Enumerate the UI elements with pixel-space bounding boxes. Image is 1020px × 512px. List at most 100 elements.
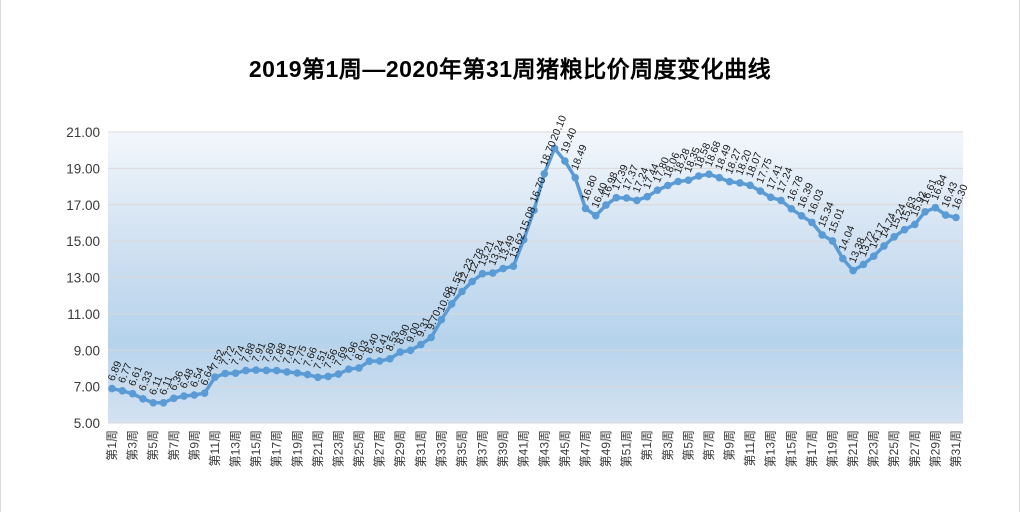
x-tick-label: 第7周	[702, 430, 716, 461]
data-point-marker	[386, 355, 394, 363]
data-point-marker	[705, 170, 713, 178]
data-point-marker	[612, 193, 621, 202]
data-point-marker	[900, 225, 909, 234]
y-tick-label: 21.00	[66, 125, 100, 140]
data-point-marker	[869, 252, 878, 260]
data-point-marker	[550, 144, 559, 153]
x-tick-label: 第33周	[434, 430, 448, 467]
x-tick-label: 第1周	[105, 430, 119, 461]
data-point-marker	[355, 364, 363, 372]
data-point-marker	[766, 193, 775, 202]
data-point-marker	[478, 269, 487, 278]
data-point-marker	[180, 392, 188, 400]
data-point-marker	[581, 204, 590, 213]
x-tick-label: 第19周	[825, 430, 839, 467]
x-tick-label: 第19周	[290, 430, 304, 467]
y-axis-labels: 5.00 7.00 9.00 11.00 13.00 15.00 17.00 19.00 21.…	[66, 125, 100, 431]
data-point-marker	[540, 170, 549, 178]
data-point-marker	[715, 173, 724, 182]
y-tick-label: 5.00	[74, 416, 100, 431]
data-point-marker	[828, 237, 837, 245]
data-point-marker	[293, 369, 302, 377]
x-tick-label: 第47周	[578, 430, 592, 467]
x-tick-label: 第7周	[167, 430, 181, 461]
y-tick-label: 13.00	[66, 271, 100, 286]
data-point-marker	[777, 196, 785, 205]
data-point-marker	[108, 384, 116, 393]
data-point-marker	[519, 235, 528, 244]
data-point-marker	[242, 366, 250, 375]
x-tick-label: 第17周	[270, 430, 284, 467]
x-tick-label: 第11周	[208, 430, 222, 466]
x-tick-label: 第23周	[331, 430, 345, 467]
data-point-marker	[262, 366, 271, 375]
data-point-marker	[653, 186, 662, 194]
x-tick-label: 第27周	[373, 430, 387, 467]
data-point-marker	[211, 373, 219, 382]
x-tick-label: 第3周	[126, 430, 140, 461]
x-tick-label: 第27周	[908, 430, 922, 467]
x-tick-label: 第35周	[455, 430, 469, 467]
data-point-marker	[674, 177, 682, 186]
data-point-marker	[365, 357, 374, 366]
x-tick-label: 第11周	[743, 430, 757, 466]
data-point-marker	[509, 262, 518, 271]
data-point-marker	[283, 368, 291, 376]
data-point-marker	[921, 208, 929, 216]
data-point-marker	[324, 372, 332, 381]
data-point-marker	[272, 366, 281, 375]
data-point-marker	[736, 179, 744, 187]
x-tick-label: 第31周	[414, 430, 428, 467]
x-tick-label: 第25周	[887, 430, 901, 467]
data-point-marker	[684, 176, 693, 184]
data-point-marker	[643, 192, 651, 201]
data-point-marker	[797, 212, 806, 220]
data-point-marker	[118, 387, 127, 395]
x-tick-label: 第25周	[352, 430, 366, 467]
data-point-marker	[561, 157, 569, 165]
data-point-marker	[139, 395, 147, 403]
chart-title: 2019第1周—2020年第31周猪粮比价周度变化曲线	[248, 56, 772, 82]
data-point-marker	[231, 369, 240, 378]
x-tick-label: 第9周	[723, 430, 737, 461]
y-tick-label: 7.00	[74, 380, 100, 395]
data-point-marker	[252, 366, 260, 374]
data-point-marker	[499, 264, 507, 273]
data-point-marker	[530, 206, 538, 214]
y-tick-label: 9.00	[74, 343, 100, 358]
data-point-marker	[375, 357, 384, 365]
data-point-marker	[200, 389, 209, 398]
x-tick-label: 第41周	[517, 430, 531, 467]
x-tick-label: 第17周	[805, 430, 819, 467]
data-point-marker	[314, 373, 322, 382]
x-tick-label: 第3周	[661, 430, 675, 461]
data-point-marker	[458, 287, 466, 296]
x-tick-label: 第9周	[187, 430, 201, 461]
data-point-marker	[931, 203, 940, 212]
data-point-marker	[344, 365, 353, 374]
data-point-marker	[602, 201, 610, 209]
data-point-marker	[159, 399, 168, 407]
data-point-marker	[149, 399, 157, 407]
data-point-marker	[859, 260, 868, 269]
data-point-marker	[303, 370, 312, 379]
data-point-marker	[406, 346, 415, 355]
x-tick-label: 第21周	[846, 430, 860, 467]
x-tick-label: 第15周	[249, 430, 263, 467]
data-point-marker	[622, 194, 631, 202]
x-tick-label: 第23周	[867, 430, 881, 467]
x-tick-label: 第37周	[476, 430, 490, 467]
data-point-marker	[664, 181, 672, 190]
data-point-marker	[839, 254, 847, 263]
y-tick-label: 11.00	[67, 307, 100, 322]
data-point-marker	[787, 205, 796, 213]
x-tick-label: 第5周	[146, 430, 160, 461]
data-point-marker	[633, 196, 641, 205]
x-axis-labels: 第1周 第3周 第5周 第7周 第9周 第11周 第13周 第15周 第17周 第19周 第21周第…	[105, 430, 963, 467]
data-point-marker	[756, 187, 765, 195]
data-point-marker	[941, 211, 950, 219]
data-point-marker	[396, 348, 405, 356]
x-tick-label: 第51周	[620, 430, 634, 467]
data-point-marker	[427, 333, 435, 342]
